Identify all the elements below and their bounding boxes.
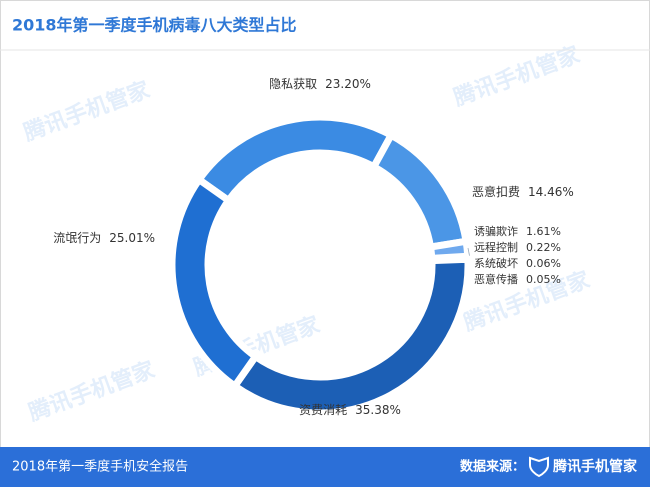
data-label: 资费消耗 35.38%: [299, 403, 401, 417]
value-label: 35.38%: [355, 403, 401, 417]
donut-segment: [168, 174, 261, 391]
category-label: 恶意传播: [474, 272, 518, 286]
footer-source: 腾讯手机管家: [553, 458, 638, 475]
leader-line: [467, 247, 471, 258]
value-label: 25.01%: [109, 231, 155, 245]
data-label: 流氓行为 25.01%: [53, 231, 155, 245]
chart-title: 2018年第一季度手机病毒八大类型占比: [12, 16, 297, 35]
category-label: 恶意扣费: [472, 184, 520, 199]
category-label: 系统破坏: [474, 256, 518, 270]
category-label: 远程控制: [474, 240, 518, 254]
value-label: 0.06%: [526, 257, 561, 270]
data-label: 远程控制 0.22%: [474, 240, 561, 254]
data-label: 恶意传播 0.05%: [474, 272, 561, 286]
shield-icon: [529, 456, 549, 478]
category-label: 流氓行为: [53, 231, 101, 245]
value-label: 1.61%: [526, 225, 561, 238]
footer-report: 2018年第一季度手机安全报告: [12, 459, 188, 475]
category-label: 资费消耗: [299, 403, 347, 417]
footer-source-label: 数据来源：: [460, 459, 525, 475]
donut: 隐私获取 23.20% 恶意扣费 14.46% 诱骗欺诈 1.61% 远程控制 0.22% 系统…: [53, 77, 574, 417]
value-label: 23.20%: [325, 77, 371, 91]
donut-segment: [426, 237, 472, 263]
data-label: 系统破坏 0.06%: [474, 256, 561, 270]
data-label: 隐私获取 23.20%: [269, 77, 371, 91]
data-label: 恶意扣费 14.46%: [472, 184, 574, 199]
category-label: 隐私获取: [269, 77, 317, 91]
data-label: 诱骗欺诈 1.61%: [474, 224, 561, 238]
value-label: 14.46%: [528, 185, 574, 199]
value-label: 0.05%: [526, 273, 561, 286]
footer-bar: [0, 447, 650, 487]
category-label: 诱骗欺诈: [474, 224, 518, 238]
value-label: 0.22%: [526, 241, 561, 254]
